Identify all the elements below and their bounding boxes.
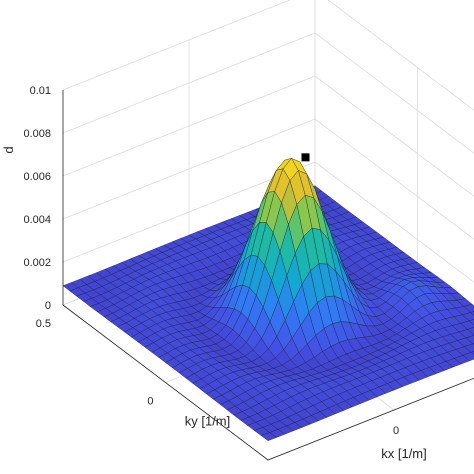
- z-tick-label: 0.004: [23, 214, 51, 226]
- z-axis-label: p: [3, 146, 18, 153]
- z-tick-label: 0.006: [23, 171, 51, 183]
- ky-tick-label: 0: [147, 396, 153, 408]
- grid-line-z: [62, 0, 474, 111]
- ky-tick-label: 0.5: [36, 318, 51, 330]
- kx-tick-label: 0: [393, 425, 399, 437]
- floor-axis-lines: [62, 304, 474, 461]
- back-wall-kx: [315, 0, 474, 326]
- z-tick-label: 0.01: [30, 85, 51, 97]
- surface-face: [260, 432, 277, 441]
- axis-labels: ky [1/m] kx [1/m] p: [3, 146, 427, 461]
- z-tick-label: 0.008: [23, 128, 51, 140]
- surface-mesh: [62, 153, 474, 441]
- z-tick-label: 0.002: [23, 257, 51, 269]
- kx-axis-label: kx [1/m]: [381, 446, 427, 461]
- ky-axis-label: ky [1/m]: [185, 414, 231, 429]
- peak-marker: [301, 153, 310, 162]
- z-tick-label: 0: [45, 300, 51, 312]
